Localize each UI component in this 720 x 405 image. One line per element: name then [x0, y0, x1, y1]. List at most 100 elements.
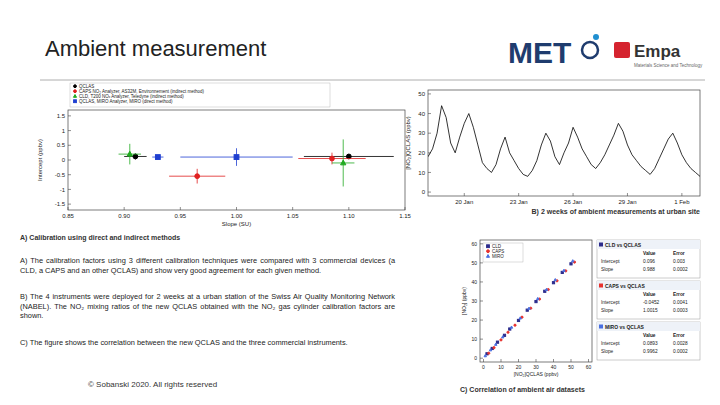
x-tick: [518, 193, 519, 196]
fit-value: 0.096: [643, 259, 655, 264]
x-tick: [501, 359, 502, 362]
point: [155, 155, 160, 160]
x-tick-label: 10: [498, 364, 504, 370]
point: [341, 160, 346, 165]
data-line: [428, 106, 700, 177]
fit-box: [597, 240, 700, 278]
y-tick: [428, 113, 431, 114]
fit-column: Value: [643, 292, 656, 297]
y-tick-label: -1: [60, 187, 66, 193]
x-tick-label: 30: [533, 364, 539, 370]
chart-caption: B) 2 weeks of ambient measurements at ur…: [532, 208, 701, 216]
x-tick-label: 0.90: [118, 213, 130, 219]
plot-frame: [480, 240, 592, 362]
point: [554, 279, 556, 281]
x-tick-label: 40: [551, 364, 557, 370]
fit-error: 0.0003: [673, 308, 688, 313]
fit-row-label: Intercept: [601, 341, 620, 346]
y-tick: [480, 243, 483, 244]
legend-marker: [73, 95, 76, 98]
legend-marker: [74, 90, 77, 93]
x-tick-label: 1 Feb: [674, 199, 690, 205]
point: [234, 155, 239, 160]
point: [570, 263, 572, 265]
y-tick-label: 10: [418, 170, 425, 176]
point: [500, 339, 502, 341]
point: [493, 347, 495, 349]
legend-marker: [487, 250, 490, 253]
y-tick-label: 10: [471, 336, 477, 342]
data-group: [484, 260, 576, 357]
paragraph: C) The figure shows the correlation betw…: [20, 338, 395, 348]
x-tick: [348, 207, 349, 210]
point: [507, 331, 509, 333]
x-tick: [681, 193, 682, 196]
y-tick-label: 50: [471, 260, 477, 266]
plot-frame: [428, 90, 700, 196]
x-tick-label: 29 Jan: [618, 199, 636, 205]
y-tick-label: 20: [418, 150, 425, 156]
x-tick-label: 1.15: [399, 213, 411, 219]
fit-title: CAPS vs QCLAS: [605, 283, 645, 289]
fit-row-label: Slope: [601, 267, 614, 272]
fit-row-label: Intercept: [601, 259, 620, 264]
point: [488, 352, 490, 354]
fit-table: CAPS vs QCLASValueErrorIntercept-0.04520…: [597, 281, 700, 319]
x-tick-label: 1.05: [287, 213, 299, 219]
y-tick: [480, 358, 483, 359]
x-tick: [236, 207, 237, 210]
y-tick-label: 1: [62, 128, 66, 134]
y-tick: [68, 130, 71, 131]
x-tick: [553, 359, 554, 362]
y-tick: [428, 192, 431, 193]
legend-marker: [74, 85, 77, 88]
paragraph: A) The calibration factors using 3 diffe…: [20, 256, 395, 275]
point: [503, 334, 505, 336]
logo-icon: [614, 42, 630, 58]
y-axis-label: [NO₂]QCLAS (ppbv): [405, 116, 411, 170]
y-tick: [68, 174, 71, 175]
y-tick: [480, 281, 483, 282]
fit-box: [597, 322, 700, 360]
fit-value: 1.0015: [643, 308, 658, 313]
fit-row-label: Intercept: [601, 300, 620, 305]
logo-text: MET: [508, 36, 571, 69]
fit-row-label: Slope: [601, 349, 614, 354]
fit-error: 0.0002: [673, 267, 688, 272]
point: [528, 307, 530, 309]
y-tick: [428, 172, 431, 173]
x-tick: [124, 207, 125, 210]
legend-box: [483, 243, 523, 262]
x-tick: [464, 193, 465, 196]
fit-table: CLD vs QCLASValueErrorIntercept0.0960.00…: [597, 240, 700, 278]
legend: QCLASCAPS NO₂ Analyzer, AS32M, Environne…: [70, 83, 330, 107]
point: [517, 319, 519, 321]
x-tick: [518, 359, 519, 362]
point: [537, 297, 539, 299]
fit-header: [597, 240, 700, 249]
fit-table: MIRO vs QCLASValueErrorIntercept0.08930.…: [597, 322, 700, 360]
y-tick-label: 50: [418, 91, 425, 97]
x-tick-label: 0.85: [62, 213, 74, 219]
y-tick: [428, 93, 431, 94]
fit-column: Error: [673, 292, 685, 297]
chart: 01020304050600102030405060[NO₂]QCLAS (pp…: [460, 240, 700, 394]
y-tick: [480, 320, 483, 321]
point: [514, 324, 516, 326]
legend-marker: [74, 100, 77, 103]
y-tick-label: 0: [62, 157, 66, 163]
x-tick: [627, 193, 628, 196]
point: [545, 288, 547, 290]
x-tick: [68, 207, 69, 210]
point: [330, 156, 335, 161]
fit-title: MIRO vs QCLAS: [605, 324, 645, 330]
x-axis-label: [NO₂]QCLAS (ppbv): [514, 371, 559, 377]
x-tick: [571, 359, 572, 362]
slide-title: Ambient measurement: [45, 36, 266, 62]
fit-swatch: [599, 325, 603, 329]
x-tick-label: 1.00: [231, 213, 243, 219]
point: [195, 174, 200, 179]
point: [489, 349, 491, 351]
logo-subtitle: Materials Science and Technology: [634, 63, 703, 68]
fit-column: Error: [673, 251, 685, 256]
